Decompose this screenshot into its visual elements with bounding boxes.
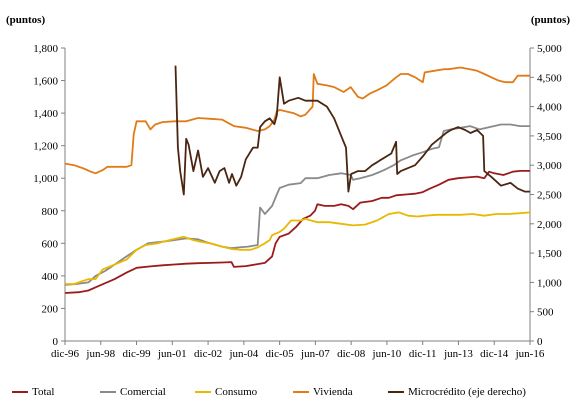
left-y-tick-label: 1,600 <box>33 76 58 88</box>
series-line-microcredito-eje-derecho <box>174 65 531 196</box>
left-axis-unit: (puntos) <box>6 14 45 26</box>
x-tick-label: jun-13 <box>443 348 473 360</box>
right-y-tick-label: 4,000 <box>537 102 562 114</box>
x-tick-label: dic-02 <box>194 348 222 360</box>
right-axis-unit: (puntos) <box>531 14 570 26</box>
x-tick-label: dic-05 <box>266 348 295 360</box>
x-tick-label: dic-99 <box>122 348 151 360</box>
x-tick-label: jun-04 <box>228 348 258 360</box>
left-y-tick-label: 1,400 <box>33 108 58 120</box>
legend-label: Consumo <box>215 386 258 398</box>
legend-label: Microcrédito (eje derecho) <box>408 386 526 398</box>
series-line-vivienda <box>64 66 531 175</box>
right-y-tick-label: 3,000 <box>537 160 562 172</box>
legend: Total Comercial Consumo Vivienda Microcrédit… <box>0 384 576 400</box>
legend-item: Comercial <box>100 384 166 400</box>
right-y-tick-label: 500 <box>537 307 554 319</box>
legend-swatch <box>293 391 309 393</box>
series-line-comercial <box>65 123 531 286</box>
right-y-tick-label: 4,500 <box>537 72 562 84</box>
right-y-tick-label: 1,000 <box>537 277 562 289</box>
right-y-tick-label: 0 <box>537 336 543 348</box>
right-y-tick-label: 1,500 <box>537 248 562 260</box>
x-tick-label: jun-07 <box>300 348 330 360</box>
left-y-tick-label: 200 <box>42 303 59 315</box>
x-tick-label: dic-96 <box>51 348 80 360</box>
legend-label: Comercial <box>120 386 166 398</box>
legend-label: Total <box>32 386 55 398</box>
legend-swatch <box>100 391 116 393</box>
legend-item: Total <box>12 384 54 400</box>
legend-item: Microcrédito (eje derecho) <box>388 384 526 400</box>
legend-swatch <box>388 391 404 393</box>
x-tick-label: jun-10 <box>372 348 402 360</box>
x-tick-label: jun-01 <box>157 348 187 360</box>
left-y-tick-label: 400 <box>42 271 59 283</box>
series-lines <box>64 65 531 294</box>
legend-item: Vivienda <box>293 384 353 400</box>
left-y-tick-label: 600 <box>42 238 59 250</box>
left-y-tick-label: 800 <box>42 206 59 218</box>
axes: 0 200 400 600 800 1,000 1,200 1,400 1,600 1,800 0 5… <box>33 43 562 360</box>
legend-swatch <box>12 391 28 393</box>
right-y-tick-label: 3,500 <box>537 131 562 143</box>
x-tick-label: dic-08 <box>337 348 366 360</box>
legend-swatch <box>195 391 211 393</box>
legend-label: Vivienda <box>313 386 353 398</box>
series-line-total <box>65 170 531 294</box>
left-y-tick-label: 1,000 <box>33 173 58 185</box>
series-line-consumo <box>65 211 531 285</box>
right-y-tick-label: 2,500 <box>537 190 562 202</box>
x-tick-label: dic-14 <box>480 348 509 360</box>
right-y-tick-label: 5,000 <box>537 43 562 55</box>
x-tick-label: dic-11 <box>409 348 437 360</box>
x-tick-label: jun-16 <box>515 348 545 360</box>
left-y-tick-label: 0 <box>53 336 59 348</box>
right-y-tick-label: 2,000 <box>537 219 562 231</box>
x-tick-label: jun-98 <box>85 348 115 360</box>
left-y-tick-label: 1,800 <box>33 43 58 55</box>
left-y-tick-label: 1,200 <box>33 141 58 153</box>
legend-item: Consumo <box>195 384 257 400</box>
